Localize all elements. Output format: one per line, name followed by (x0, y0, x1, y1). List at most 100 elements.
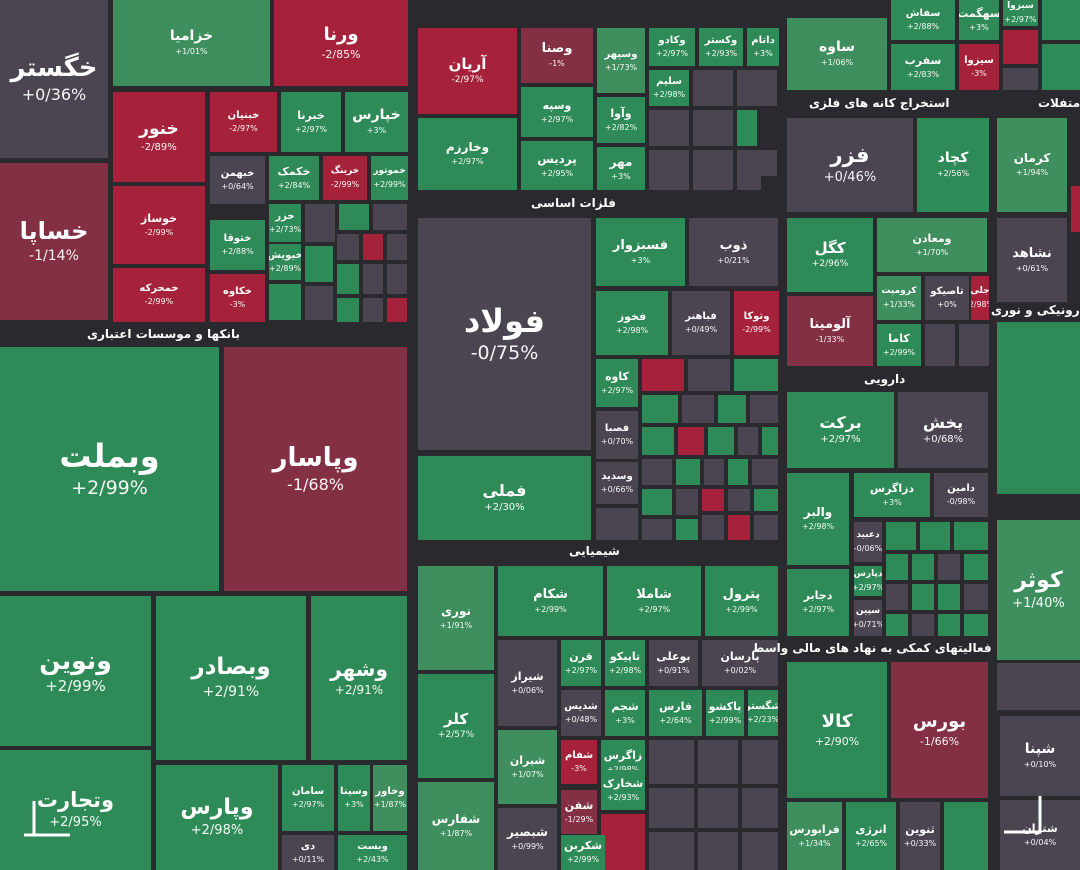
treemap-tile[interactable]: شفارس +1/87% (418, 782, 494, 870)
treemap-tile[interactable]: کلر +2/57% (418, 674, 494, 778)
treemap-tile[interactable] (912, 554, 934, 580)
treemap-tile[interactable]: خزامیا +1/01% (113, 0, 270, 86)
treemap-tile[interactable] (886, 522, 916, 550)
treemap-tile[interactable]: سفرب +2/83% (891, 44, 955, 90)
treemap-tile[interactable] (912, 614, 934, 636)
treemap-tile[interactable] (676, 519, 698, 540)
treemap-tile[interactable]: خبهمن +0/64% (210, 156, 265, 204)
treemap-tile[interactable]: فملی +2/30% (418, 456, 591, 540)
treemap-tile[interactable]: دپارس +2/97% (854, 566, 882, 596)
treemap-tile[interactable] (742, 740, 778, 784)
treemap-tile[interactable] (886, 584, 908, 610)
treemap-tile[interactable] (762, 427, 778, 455)
treemap-tile[interactable]: خموتور +2/99% (371, 156, 408, 200)
treemap-tile[interactable]: فزر +0/46% (787, 118, 913, 212)
treemap-tile[interactable] (387, 264, 407, 294)
treemap-tile[interactable]: ومعادن +1/70% (877, 218, 987, 272)
treemap-tile[interactable] (596, 508, 638, 540)
treemap-tile[interactable] (337, 234, 359, 260)
treemap-tile[interactable]: پترول +2/99% (705, 566, 778, 636)
treemap-tile[interactable]: شکام +2/99% (498, 566, 603, 636)
treemap-tile[interactable]: کوثر +1/40% (997, 520, 1080, 660)
treemap-tile[interactable]: شیراز +0/06% (498, 640, 557, 726)
treemap-tile[interactable] (693, 150, 733, 190)
treemap-tile[interactable]: وبصادر +2/91% (156, 596, 306, 760)
treemap-tile[interactable] (964, 584, 988, 610)
treemap-tile[interactable]: وصنا -1% (521, 28, 593, 83)
treemap-tile[interactable] (1071, 186, 1080, 232)
treemap-tile[interactable]: شدیس +0/48% (561, 690, 601, 736)
treemap-tile[interactable]: کاوه +2/97% (596, 359, 638, 407)
treemap-tile[interactable]: سلیم +2/98% (649, 70, 689, 106)
treemap-tile[interactable] (676, 459, 700, 485)
treemap-tile[interactable] (305, 204, 335, 242)
treemap-tile[interactable] (678, 427, 704, 455)
treemap-tile[interactable] (642, 395, 678, 423)
treemap-tile[interactable]: فصبا +0/70% (596, 411, 638, 459)
treemap-tile[interactable] (601, 814, 645, 870)
treemap-tile[interactable] (886, 614, 908, 636)
treemap-tile[interactable]: خبرنا +2/97% (281, 92, 341, 152)
treemap-tile[interactable]: آلومینا -1/33% (787, 296, 873, 366)
treemap-tile[interactable]: نوری +1/91% (418, 566, 494, 670)
treemap-tile[interactable] (728, 489, 750, 511)
treemap-tile[interactable]: بوعلی +0/91% (649, 640, 698, 686)
treemap-tile[interactable]: وکستر +2/93% (699, 28, 743, 66)
treemap-tile[interactable]: سپین +0/71% (854, 600, 882, 636)
treemap-tile[interactable] (752, 459, 778, 485)
treemap-tile[interactable]: فخوز +2/98% (596, 291, 668, 355)
treemap-tile[interactable]: سیزوا -3% (959, 44, 999, 90)
treemap-tile[interactable] (269, 284, 301, 320)
treemap-tile[interactable] (642, 459, 672, 485)
treemap-tile[interactable]: پردیس +2/95% (521, 141, 593, 190)
treemap-tile[interactable] (1042, 0, 1080, 40)
treemap-tile[interactable]: ختوقا +2/88% (210, 220, 265, 270)
treemap-tile[interactable]: کاما +2/99% (877, 324, 921, 366)
treemap-tile[interactable]: دجابر +2/97% (787, 569, 849, 636)
treemap-tile[interactable] (750, 395, 778, 423)
treemap-tile[interactable]: شکربن +2/99% (561, 835, 605, 870)
treemap-tile[interactable] (742, 832, 778, 870)
treemap-tile[interactable]: انرژی +2/65% (846, 802, 896, 870)
treemap-tile[interactable]: وتجارت +2/95% (0, 750, 151, 870)
treemap-tile[interactable]: خمحرکه -2/99% (113, 268, 205, 322)
treemap-tile[interactable]: فباهنر +0/49% (672, 291, 730, 355)
treemap-tile[interactable] (925, 324, 955, 366)
treemap-tile[interactable] (373, 204, 407, 230)
treemap-tile[interactable] (676, 489, 698, 515)
treemap-tile[interactable] (363, 298, 383, 322)
treemap-tile[interactable] (738, 427, 758, 455)
treemap-tile[interactable] (886, 554, 908, 580)
treemap-tile[interactable]: ونوین +2/99% (0, 596, 151, 746)
treemap-tile[interactable]: خبنیان -2/97% (210, 92, 277, 152)
treemap-tile[interactable]: خزر +2/73% (269, 204, 301, 242)
treemap-tile[interactable] (938, 614, 960, 636)
treemap-tile[interactable]: دی +0/11% (282, 835, 334, 870)
treemap-tile[interactable]: وبست +2/43% (338, 835, 407, 870)
treemap-tile[interactable]: خرینگ -2/99% (323, 156, 367, 200)
treemap-tile[interactable]: مهر +3% (597, 147, 645, 190)
treemap-tile[interactable] (702, 515, 724, 540)
treemap-tile[interactable] (728, 459, 748, 485)
treemap-tile[interactable]: پخش +0/68% (898, 392, 988, 468)
treemap-tile[interactable] (642, 427, 674, 455)
treemap-tile[interactable] (704, 459, 724, 485)
treemap-tile[interactable]: فرابورس +1/34% (787, 802, 842, 870)
treemap-tile[interactable] (642, 489, 672, 515)
treemap-tile[interactable]: شفام -3% (561, 740, 597, 784)
treemap-tile[interactable] (754, 489, 778, 511)
treemap-tile[interactable] (997, 663, 1080, 710)
treemap-tile[interactable]: وسپه +2/97% (521, 87, 593, 137)
treemap-tile[interactable] (938, 584, 960, 610)
treemap-tile[interactable] (305, 246, 333, 282)
treemap-tile[interactable] (920, 522, 950, 550)
treemap-tile[interactable] (761, 176, 777, 190)
treemap-tile[interactable] (642, 519, 672, 540)
treemap-tile[interactable] (688, 359, 730, 391)
treemap-tile[interactable]: وپاسار -1/68% (224, 347, 407, 591)
treemap-tile[interactable]: فارس +2/64% (649, 690, 702, 736)
treemap-tile[interactable]: فسبزوار +3% (596, 218, 685, 286)
treemap-tile[interactable] (964, 554, 988, 580)
treemap-tile[interactable]: تاصیکو +0% (925, 276, 969, 320)
treemap-tile[interactable] (959, 324, 989, 366)
